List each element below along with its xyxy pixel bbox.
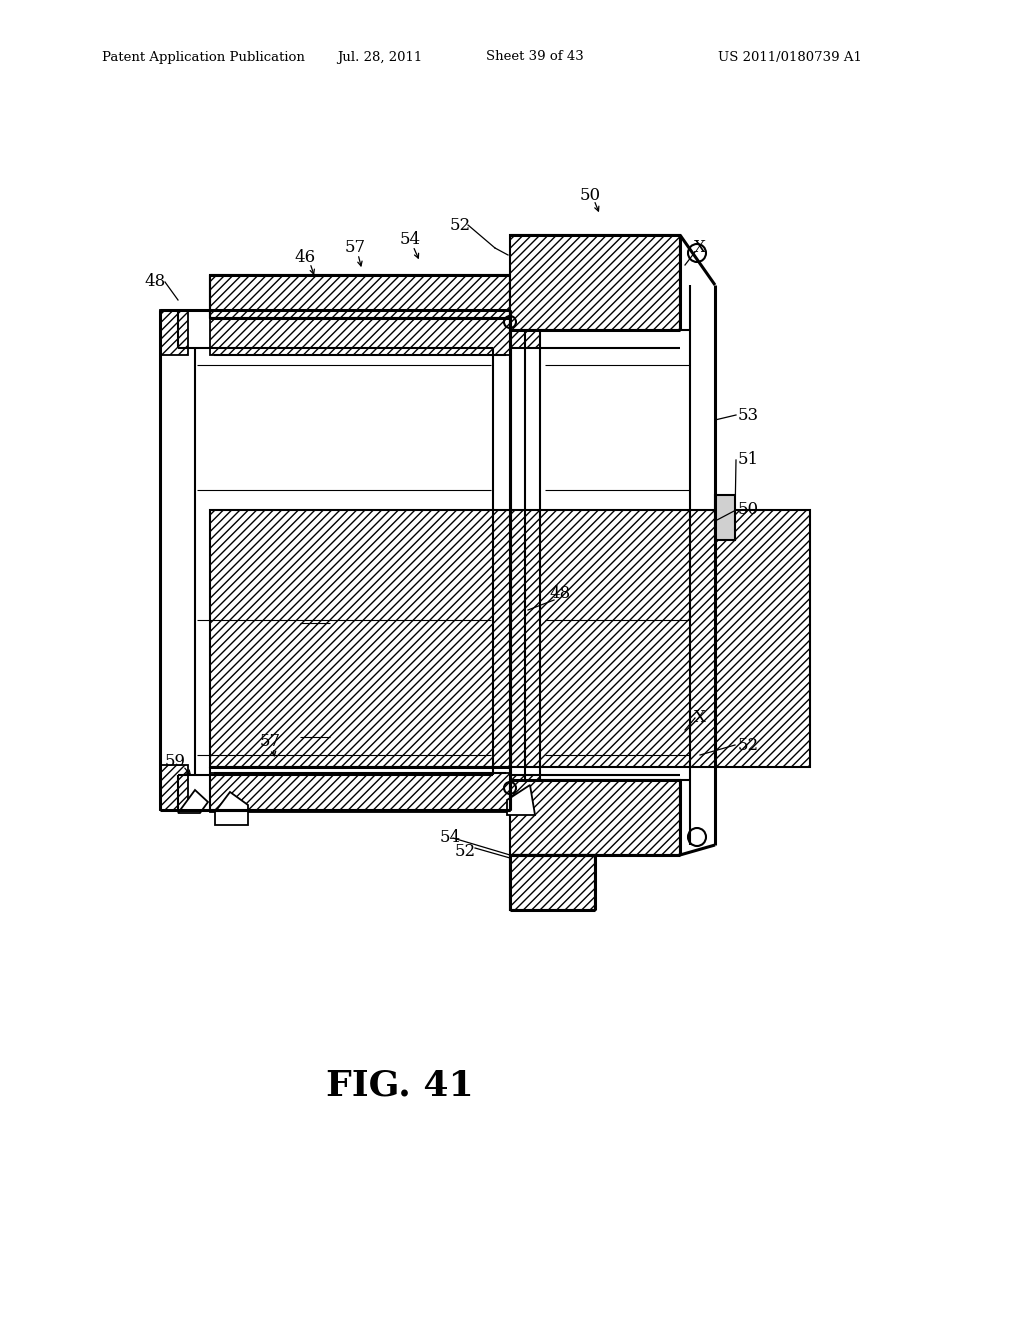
Polygon shape [510, 775, 540, 780]
Text: 57: 57 [259, 734, 281, 751]
Text: FIG. 41: FIG. 41 [326, 1068, 474, 1102]
Polygon shape [507, 785, 535, 814]
Polygon shape [160, 310, 188, 355]
Polygon shape [210, 275, 510, 318]
Text: Jul. 28, 2011: Jul. 28, 2011 [337, 50, 423, 63]
Text: 46: 46 [295, 248, 315, 265]
Polygon shape [210, 318, 510, 355]
Text: 54: 54 [399, 231, 421, 248]
Text: 57: 57 [344, 239, 366, 256]
Polygon shape [510, 235, 680, 330]
Text: 52: 52 [737, 737, 759, 754]
Text: X: X [694, 710, 706, 726]
Polygon shape [178, 789, 208, 813]
Text: 54: 54 [439, 829, 461, 846]
Text: 59: 59 [165, 754, 185, 771]
Polygon shape [160, 766, 188, 810]
Text: X: X [694, 239, 706, 256]
Text: 53: 53 [737, 407, 759, 424]
Polygon shape [210, 774, 510, 812]
Polygon shape [715, 495, 735, 540]
Polygon shape [510, 780, 680, 855]
Text: 48: 48 [144, 273, 166, 290]
Text: 48: 48 [549, 586, 570, 602]
Text: Patent Application Publication: Patent Application Publication [102, 50, 305, 63]
Polygon shape [210, 510, 810, 767]
Text: 50: 50 [737, 502, 759, 519]
Text: US 2011/0180739 A1: US 2011/0180739 A1 [718, 50, 862, 63]
Text: Sheet 39 of 43: Sheet 39 of 43 [486, 50, 584, 63]
Polygon shape [510, 855, 595, 909]
Text: 52: 52 [455, 843, 475, 861]
Polygon shape [510, 330, 540, 348]
Polygon shape [215, 792, 248, 825]
Text: 51: 51 [737, 451, 759, 469]
Text: 52: 52 [450, 216, 471, 234]
Text: 50: 50 [580, 186, 600, 203]
